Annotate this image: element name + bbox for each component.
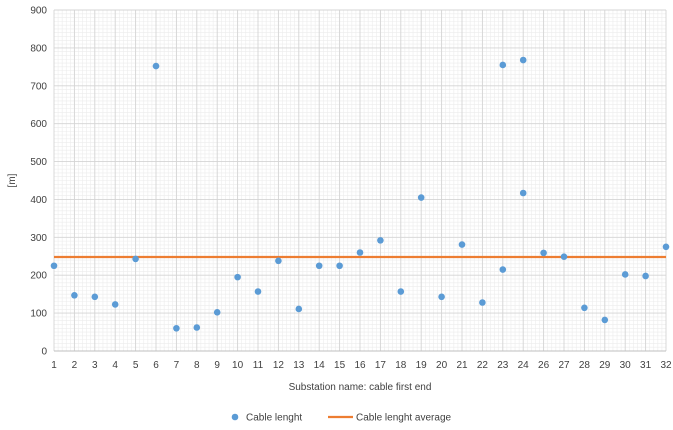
data-point bbox=[417, 194, 425, 201]
x-tick-label: 27 bbox=[558, 360, 570, 371]
y-tick-label: 900 bbox=[30, 6, 47, 17]
x-axis-tick-labels: 1 2 3 4 5 6 7 8 9 10 11 12 13 14 15 16 17 18 19 20 21 22 23 24 2… bbox=[51, 360, 672, 371]
cable-length-series bbox=[50, 56, 670, 332]
data-point bbox=[642, 272, 649, 280]
y-axis-title: [m] bbox=[7, 173, 18, 187]
x-tick-label: 8 bbox=[194, 360, 200, 371]
data-point bbox=[193, 324, 201, 331]
x-tick-label: 11 bbox=[253, 360, 264, 371]
data-point bbox=[254, 288, 262, 295]
x-tick-label: 15 bbox=[334, 360, 346, 371]
x-tick-label: 22 bbox=[477, 360, 489, 371]
legend-marker-cable-length bbox=[231, 413, 239, 421]
x-tick-label: 9 bbox=[214, 360, 220, 371]
data-point bbox=[519, 56, 527, 64]
x-tick-label: 1 bbox=[51, 360, 57, 371]
x-tick-label: 16 bbox=[354, 360, 366, 371]
data-point bbox=[152, 62, 160, 70]
x-tick-label: 7 bbox=[174, 360, 180, 371]
data-point bbox=[91, 293, 99, 301]
y-tick-label: 200 bbox=[30, 271, 47, 282]
data-point bbox=[295, 305, 303, 313]
data-point bbox=[50, 262, 58, 270]
x-tick-label: 10 bbox=[232, 360, 244, 371]
data-point bbox=[275, 257, 282, 265]
legend-label-cable-length-average: Cable lenght average bbox=[356, 413, 452, 424]
x-tick-label: 5 bbox=[133, 360, 139, 371]
x-tick-label: 12 bbox=[273, 360, 285, 371]
x-tick-label: 21 bbox=[456, 360, 468, 371]
x-tick-label: 26 bbox=[538, 360, 550, 371]
x-tick-label: 6 bbox=[153, 360, 159, 371]
x-tick-label: 20 bbox=[436, 360, 448, 371]
data-point bbox=[356, 249, 364, 256]
data-point bbox=[499, 61, 507, 69]
data-point bbox=[315, 262, 323, 270]
x-tick-label: 29 bbox=[599, 360, 611, 371]
data-point bbox=[438, 293, 445, 301]
legend-label-cable-length: Cable lenght bbox=[246, 413, 302, 424]
y-tick-label: 300 bbox=[30, 233, 47, 244]
y-tick-label: 500 bbox=[30, 157, 47, 168]
y-tick-label: 800 bbox=[30, 43, 47, 54]
x-tick-label: 23 bbox=[497, 360, 509, 371]
x-tick-label: 3 bbox=[92, 360, 98, 371]
data-point bbox=[213, 309, 221, 316]
data-point bbox=[560, 253, 568, 260]
x-tick-label: 14 bbox=[314, 360, 326, 371]
x-tick-label: 13 bbox=[293, 360, 305, 371]
x-tick-label: 2 bbox=[72, 360, 78, 371]
data-point bbox=[581, 304, 588, 312]
x-tick-label: 28 bbox=[579, 360, 591, 371]
y-tick-label: 700 bbox=[30, 81, 47, 92]
y-tick-label: 400 bbox=[30, 195, 47, 206]
x-tick-label: 19 bbox=[416, 360, 428, 371]
y-tick-label: 600 bbox=[30, 119, 47, 130]
x-axis-title: Substation name: cable first end bbox=[289, 382, 432, 393]
data-point bbox=[601, 316, 609, 324]
y-tick-label: 100 bbox=[30, 309, 47, 320]
data-point bbox=[336, 262, 343, 270]
data-point bbox=[71, 292, 78, 299]
x-tick-label: 30 bbox=[620, 360, 632, 371]
data-point bbox=[132, 255, 139, 263]
data-point bbox=[662, 243, 670, 251]
x-tick-label: 24 bbox=[518, 360, 530, 371]
x-tick-label: 18 bbox=[395, 360, 407, 371]
data-point bbox=[458, 241, 466, 248]
x-tick-label: 17 bbox=[375, 360, 387, 371]
data-point bbox=[234, 273, 241, 281]
legend: Cable lenght Cable lenght average bbox=[231, 413, 452, 424]
x-tick-label: 4 bbox=[112, 360, 118, 371]
data-point bbox=[173, 324, 180, 332]
x-tick-label: 31 bbox=[640, 360, 652, 371]
data-point bbox=[397, 288, 405, 295]
data-point bbox=[377, 237, 384, 244]
data-point bbox=[540, 249, 547, 257]
major-gridlines bbox=[53, 9, 667, 351]
x-tick-label: 32 bbox=[660, 360, 672, 371]
y-tick-label: 0 bbox=[41, 347, 47, 358]
data-point bbox=[621, 271, 629, 278]
y-axis-tick-labels: 0 100 200 300 400 500 600 700 800 900 bbox=[30, 6, 47, 358]
data-point bbox=[479, 299, 486, 306]
data-point bbox=[519, 189, 527, 197]
data-point bbox=[111, 301, 119, 308]
data-point bbox=[499, 266, 507, 273]
